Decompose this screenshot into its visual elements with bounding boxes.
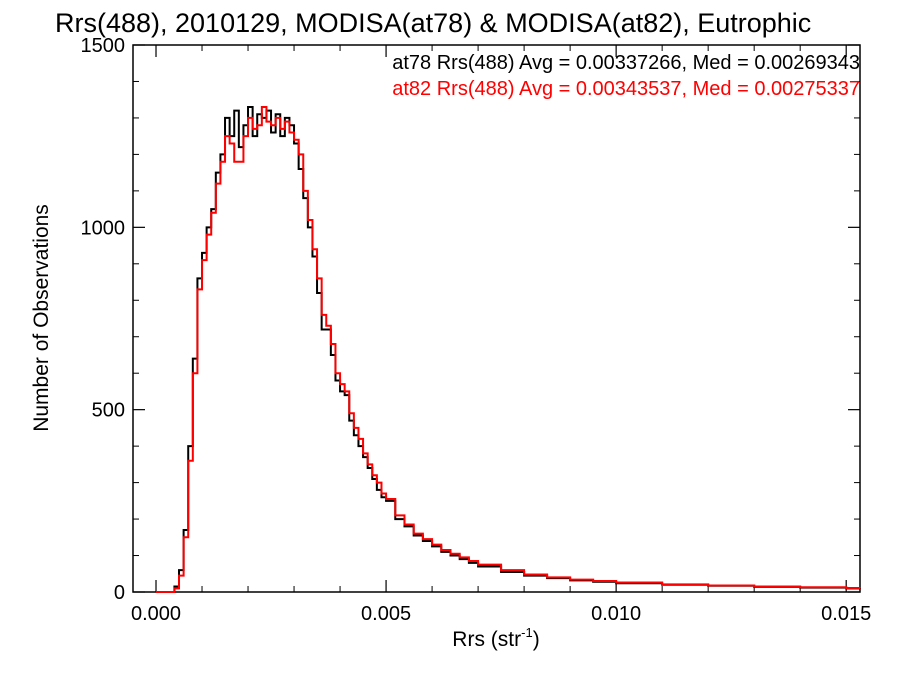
chart-title: Rrs(488), 2010129, MODISA(at78) & MODISA… (55, 8, 811, 38)
x-tick-label: 0.000 (131, 603, 181, 625)
series-layer (156, 105, 861, 593)
plot-frame (132, 44, 861, 593)
y-tick-label: 1500 (81, 35, 126, 57)
y-tick-label: 1000 (81, 217, 126, 239)
y-axis-ticks: 0 500 1000 1500 (81, 35, 860, 604)
y-tick-label: 0 (114, 582, 125, 604)
x-axis-label-main: Rrs (str (452, 628, 521, 651)
legend-entry-at78: at78 Rrs(488) Avg = 0.00337266, Med = 0.… (392, 52, 860, 74)
x-axis-label: Rrs (str-1) (452, 625, 539, 651)
x-axis-ticks: 0.000 0.005 0.010 0.015 (131, 45, 871, 625)
x-tick-label: 0.005 (361, 603, 411, 625)
y-tick-label: 500 (92, 400, 125, 422)
x-tick-label: 0.015 (821, 603, 871, 625)
x-tick-label: 0.010 (591, 603, 641, 625)
legend-entry-at82: at82 Rrs(488) Avg = 0.00343537, Med = 0.… (392, 78, 860, 100)
x-axis-label-close: ) (533, 628, 540, 651)
y-axis-label: Number of Observations (30, 204, 53, 432)
x-axis-label-superscript: -1 (521, 625, 533, 640)
series-line-at78 (156, 105, 861, 593)
series-line-at82 (156, 105, 861, 593)
